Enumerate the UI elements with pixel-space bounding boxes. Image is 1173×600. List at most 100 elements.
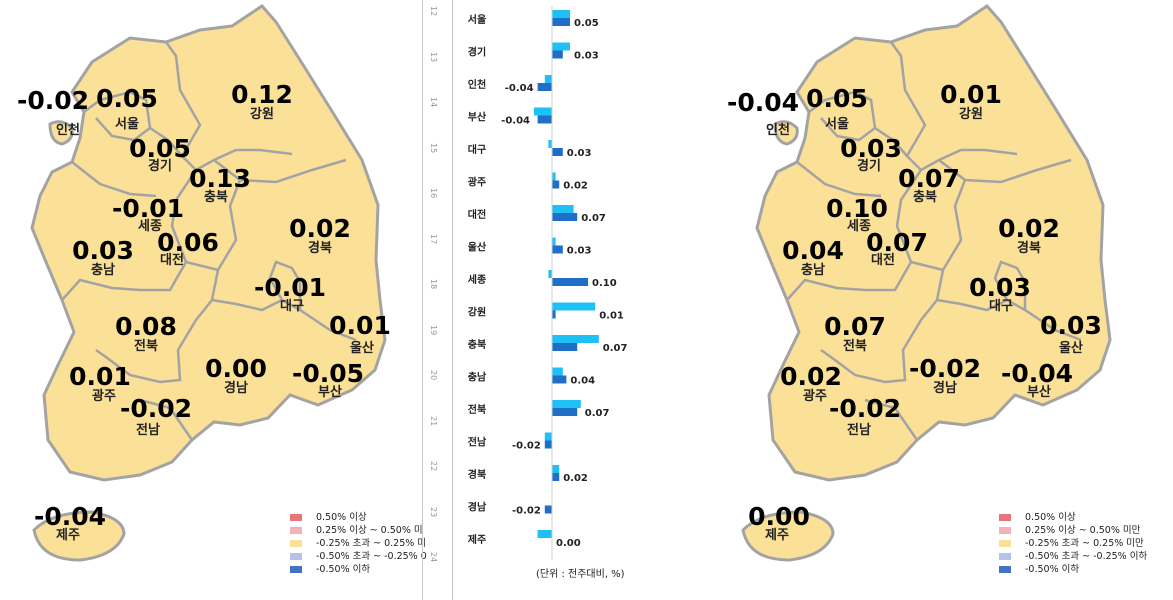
- legend: 0.50% 이상 0.25% 이상 ~ 0.50% 미만 -0.25% 초과 ~ 0…: [999, 511, 1147, 576]
- ruler-tick-label: 20: [429, 370, 438, 381]
- region-name: 부산: [1027, 385, 1051, 400]
- region-value: -0.02: [908, 354, 982, 383]
- region-value: 0.00: [748, 502, 810, 531]
- ruler-tick-label: 23: [429, 506, 438, 517]
- data-label: 0.02: [563, 181, 588, 192]
- bar-curr: [544, 440, 552, 449]
- region-name: 경북: [1017, 241, 1041, 256]
- region-value: 0.01: [329, 311, 391, 340]
- data-label: 0.05: [574, 18, 599, 29]
- divider-right: [452, 0, 453, 600]
- ruler-tick-label: 12: [429, 6, 438, 17]
- region-name: 광주: [92, 389, 116, 404]
- ruler-tick-label: 17: [429, 233, 438, 244]
- region-name: 서울: [825, 117, 849, 132]
- ruler-tick-label: 21: [429, 415, 438, 426]
- category-label: 제주: [468, 533, 486, 546]
- region-name: 인천: [766, 123, 790, 138]
- region-value: 0.05: [96, 84, 158, 113]
- bar-curr: [552, 278, 588, 286]
- region-value: -0.02: [119, 394, 193, 423]
- data-label: 0.07: [585, 408, 610, 419]
- bar-curr: [552, 50, 563, 59]
- region-value: -0.02: [16, 86, 90, 115]
- mainland-shape: [30, 4, 387, 482]
- category-label: 대전: [468, 208, 486, 221]
- incheon-island: [773, 120, 799, 146]
- legend-label: -0.25% 초과 ~ 0.25% 미: [316, 538, 427, 549]
- category-label: 전북: [468, 403, 486, 416]
- legend-swatch: [999, 540, 1011, 547]
- legend-item: -0.50% 초과 ~ -0.25% 이하: [999, 550, 1147, 563]
- bar-curr: [552, 245, 563, 254]
- data-label: 0.03: [567, 148, 592, 159]
- bar-curr: [552, 18, 570, 26]
- region-value: -0.04: [726, 88, 800, 117]
- mainland-shape: [755, 4, 1112, 482]
- korea-map-left: [30, 4, 387, 562]
- region-name: 전북: [843, 339, 867, 354]
- ruler-tick-label: 18: [429, 279, 438, 290]
- region-value: 0.05: [806, 84, 868, 113]
- data-label: 0.07: [603, 343, 628, 354]
- bar-curr: [552, 343, 578, 351]
- region-name: 제주: [765, 528, 789, 543]
- bar-curr: [544, 505, 552, 514]
- jeju-island: [741, 510, 835, 562]
- ruler-tick-label: 15: [429, 142, 438, 153]
- data-label: 0.01: [599, 311, 624, 322]
- region-value: -0.04: [33, 502, 107, 531]
- bar-curr: [552, 180, 560, 189]
- region-value: 0.03: [840, 134, 902, 163]
- legend-swatch: [290, 540, 302, 547]
- region-value: 0.04: [782, 236, 844, 265]
- bar-prev: [537, 530, 552, 538]
- legend-label: -0.50% 이하: [1025, 564, 1080, 575]
- data-label: 0.10: [592, 278, 617, 289]
- right-map-panel: -0.04 인천 0.05 서울 0.03 경기 0.01 강원 0.07 충북 0.10 세종 0.0…: [725, 0, 1147, 600]
- region-value: 0.02: [780, 362, 842, 391]
- category-label: 세종: [468, 273, 486, 286]
- bar-prev: [552, 465, 560, 473]
- region-value: -0.05: [291, 359, 365, 388]
- region-name: 광주: [803, 389, 827, 404]
- region-value: 0.13: [189, 164, 251, 193]
- legend-label: -0.25% 초과 ~ 0.25% 미만: [1025, 538, 1144, 549]
- region-name: 세종: [138, 219, 162, 234]
- region-name: 세종: [847, 219, 871, 234]
- korea-map-right: [741, 4, 1112, 562]
- legend-item: -0.25% 초과 ~ 0.25% 미: [290, 537, 427, 550]
- legend-item: 0.50% 이상: [290, 511, 427, 524]
- legend-swatch: [999, 514, 1011, 521]
- region-value: -0.01: [253, 273, 327, 302]
- legend: 0.50% 이상 0.25% 이상 ~ 0.50% 미 -0.25% 초과 ~ 0.…: [290, 511, 427, 576]
- region-value: 0.07: [866, 228, 928, 257]
- bar-chart: 서울 0.05 경기 0.03 인천 -0.04 부산 -0.04 대구 0.03 광주 0.02 대전…: [468, 6, 628, 560]
- region-name: 제주: [56, 528, 80, 543]
- data-label: 0.00: [556, 538, 581, 549]
- data-label: 0.03: [574, 51, 599, 62]
- legend-item: -0.50% 초과 ~ -0.25% 0: [290, 550, 427, 563]
- region-value: 0.01: [69, 362, 131, 391]
- legend-swatch: [290, 553, 302, 560]
- region-name: 대전: [871, 253, 895, 268]
- map-shapes: [741, 4, 1112, 562]
- legend-swatch: [999, 566, 1011, 573]
- category-label: 부산: [468, 111, 487, 124]
- region-name: 울산: [1059, 341, 1083, 356]
- data-label: -0.02: [512, 506, 541, 517]
- bar-prev: [552, 302, 596, 311]
- region-name: 전남: [136, 423, 160, 438]
- ruler-tick-label: 22: [429, 461, 438, 472]
- divider-left: [422, 0, 423, 600]
- region-name: 충북: [913, 190, 937, 205]
- category-label: 전남: [468, 436, 487, 449]
- legend-swatch: [999, 553, 1011, 560]
- data-label: 0.04: [570, 376, 595, 387]
- legend-item: 0.25% 이상 ~ 0.50% 미만: [999, 524, 1147, 537]
- category-label: 대구: [468, 143, 486, 156]
- region-name: 울산: [350, 341, 374, 356]
- bar-prev: [544, 432, 552, 441]
- category-label: 경남: [468, 501, 487, 514]
- bar-prev: [552, 172, 556, 181]
